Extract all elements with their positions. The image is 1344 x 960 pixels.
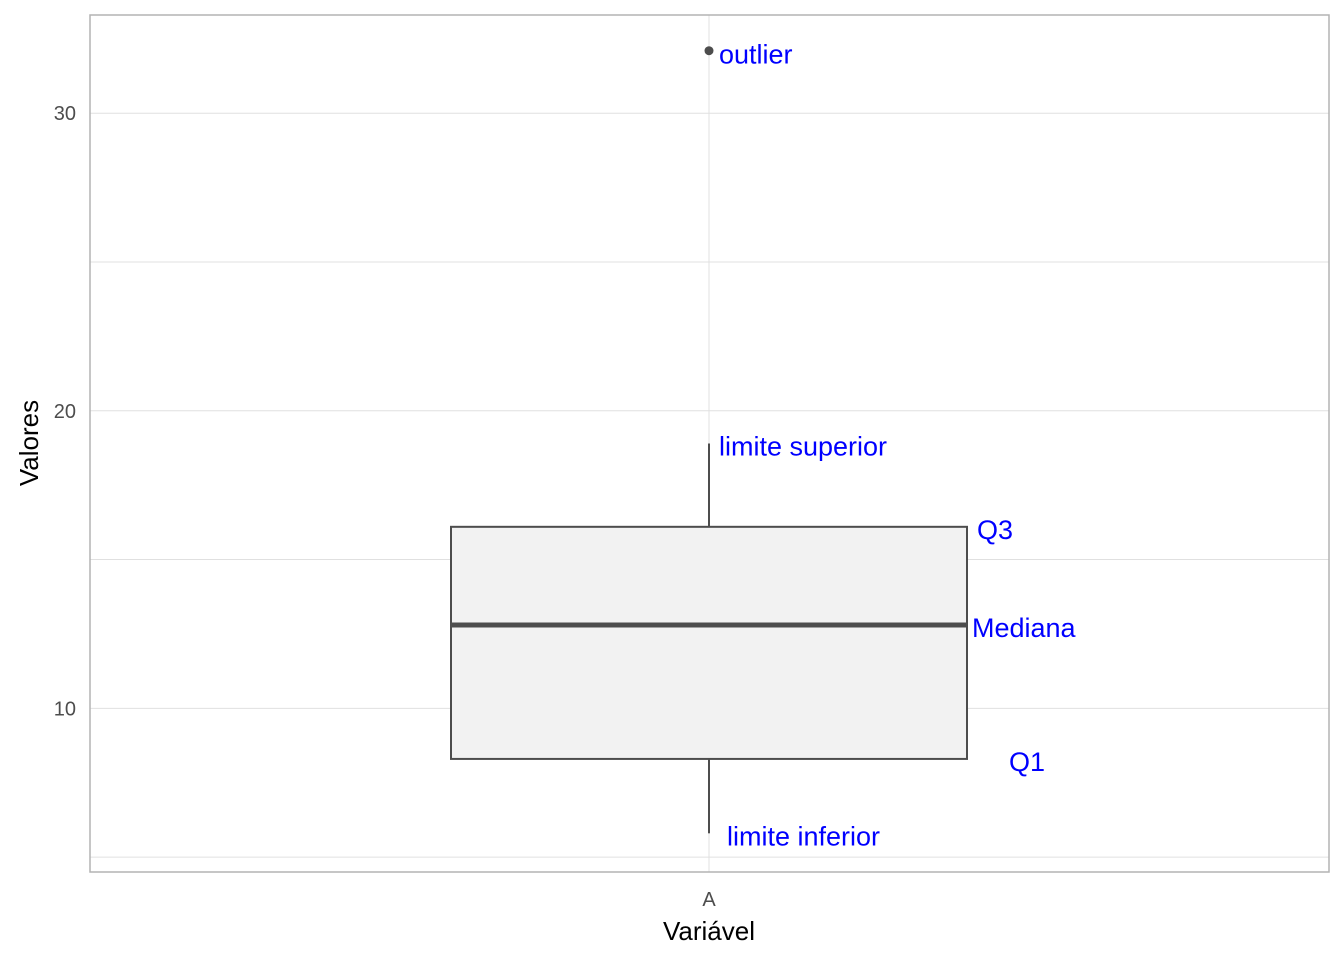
annotation-q3: Q3 bbox=[977, 515, 1013, 545]
x-tick-label-A: A bbox=[702, 889, 716, 911]
annotation-lower-whisker: limite inferior bbox=[727, 821, 880, 851]
y-tick-label-10: 10 bbox=[54, 698, 76, 720]
annotation-q1: Q1 bbox=[1009, 747, 1045, 777]
outlier-point-0 bbox=[704, 46, 714, 56]
x-tick-labels: A bbox=[702, 889, 716, 911]
annotation-median: Mediana bbox=[972, 613, 1077, 643]
y-tick-label-30: 30 bbox=[54, 103, 76, 125]
y-axis-title: Valores bbox=[14, 400, 44, 486]
annotations: outlier limite superior Q3 Mediana Q1 limite … bbox=[719, 40, 1077, 852]
box-iqr bbox=[450, 525, 968, 760]
panel-border bbox=[89, 14, 1330, 873]
annotation-upper-whisker: limite superior bbox=[719, 432, 887, 462]
y-tick-label-20: 20 bbox=[54, 401, 76, 423]
box-marks bbox=[450, 46, 968, 834]
x-axis-title: Variável bbox=[663, 916, 755, 946]
annotation-outlier: outlier bbox=[719, 40, 793, 70]
y-tick-labels: 10 20 30 bbox=[54, 103, 76, 720]
